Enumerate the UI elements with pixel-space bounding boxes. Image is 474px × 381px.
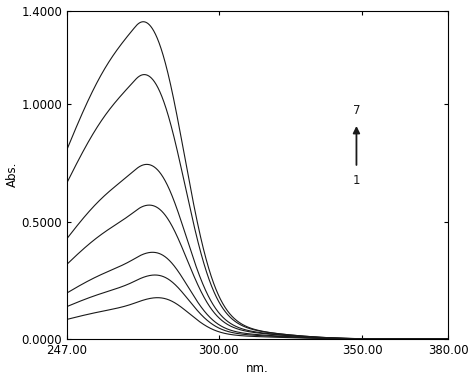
Text: 7: 7 [353, 104, 360, 117]
Text: 1: 1 [353, 174, 360, 187]
X-axis label: nm.: nm. [246, 362, 269, 375]
Y-axis label: Abs.: Abs. [6, 162, 18, 187]
